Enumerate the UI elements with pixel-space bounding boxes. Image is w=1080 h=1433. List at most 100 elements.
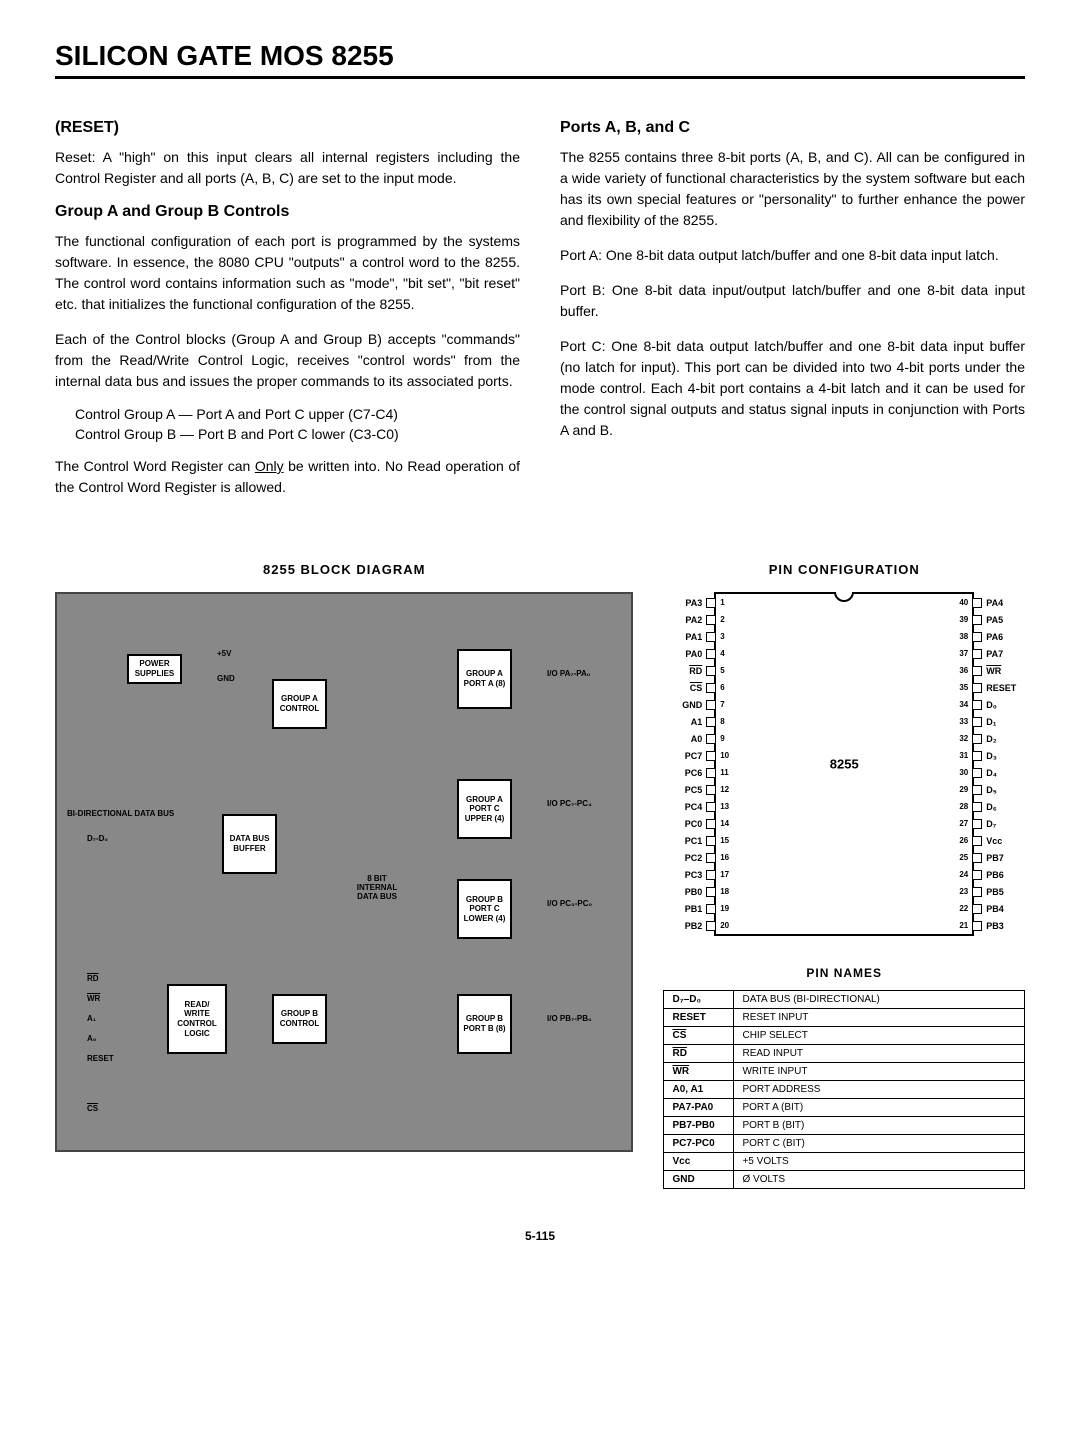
pin-num-right: 27 [954,819,968,828]
bd-groupb-ctrl: GROUP B CONTROL [272,994,327,1044]
pin-box [706,785,716,795]
pin-row: PA13PA638 [716,628,972,645]
pin-left: PA04 [670,649,734,659]
pin-label-left: PB0 [670,887,702,897]
pin-box [972,683,982,693]
pin-box [706,700,716,710]
pin-label-right: D₁ [986,717,1018,727]
pin-name-val: +5 VOLTS [734,1153,1025,1171]
pin-left: PB220 [670,921,734,931]
pin-name-key: RD [664,1045,734,1063]
pin-label-left: PC2 [670,853,702,863]
pin-left: CS6 [670,683,734,693]
port-a-para: Port A: One 8-bit data output latch/buff… [560,245,1025,266]
pin-name-key: PA7-PA0 [664,1099,734,1117]
pin-box [972,802,982,812]
group-para-2: Each of the Control blocks (Group A and … [55,329,520,392]
pin-right: PA737 [954,649,1018,659]
pin-name-val: PORT B (BIT) [734,1117,1025,1135]
pin-row: PB018PB523 [716,883,972,900]
port-c-para: Port C: One 8-bit data output latch/buff… [560,336,1025,441]
pin-name-val: PORT C (BIT) [734,1135,1025,1153]
pin-label-left: PC6 [670,768,702,778]
bd-wr: WR [87,994,100,1003]
pin-box [706,683,716,693]
pinnames-title: PIN NAMES [663,966,1025,980]
pin-label-right: PA4 [986,598,1018,608]
pin-num-left: 12 [720,785,734,794]
pin-label-left: A1 [670,717,702,727]
pin-right: D₆28 [954,802,1018,812]
pin-box [972,632,982,642]
pin-row: PC014D₇27 [716,815,972,832]
pin-label-left: PA1 [670,632,702,642]
pin-label-right: PB7 [986,853,1018,863]
pin-label-right: PB3 [986,921,1018,931]
pin-num-left: 10 [720,751,734,760]
pin-box [706,921,716,931]
chip-name: 8255 [830,757,859,772]
pin-label-right: PA5 [986,615,1018,625]
bd-groupa-ctrl: GROUP A CONTROL [272,679,327,729]
pin-names-row: PC7-PC0PORT C (BIT) [664,1135,1025,1153]
right-column: Ports A, B, and C The 8255 contains thre… [560,119,1025,512]
ports-para-1: The 8255 contains three 8-bit ports (A, … [560,147,1025,231]
pin-num-right: 34 [954,700,968,709]
group-para-1: The functional configuration of each por… [55,231,520,315]
pin-right: PA539 [954,615,1018,625]
pin-box [706,853,716,863]
bd-portcu: GROUP A PORT C UPPER (4) [457,779,512,839]
pin-label-left: PC3 [670,870,702,880]
pin-label-right: D₅ [986,785,1018,795]
pin-box [972,751,982,761]
pin-row: PC216PB725 [716,849,972,866]
pin-label-left: PC4 [670,802,702,812]
pin-num-left: 8 [720,717,734,726]
pin-label-right: Vcc [986,836,1018,846]
pin-left: A09 [670,734,734,744]
pin-names-row: D₇–D₀DATA BUS (BI-DIRECTIONAL) [664,991,1025,1009]
pin-label-right: D₇ [986,819,1018,829]
pin-num-right: 37 [954,649,968,658]
pin-right: RESET35 [954,683,1018,693]
reset-para: Reset: A "high" on this input clears all… [55,147,520,189]
pin-num-left: 20 [720,921,734,930]
bd-iocl: I/O PC₃-PC₀ [547,899,592,908]
pin-name-key: GND [664,1171,734,1189]
block-diagram-title: 8255 BLOCK DIAGRAM [55,562,633,577]
pin-box [706,887,716,897]
pin-name-key: A0, A1 [664,1081,734,1099]
pin-names-row: CSCHIP SELECT [664,1027,1025,1045]
pin-box [972,734,982,744]
pin-names-row: RDREAD INPUT [664,1045,1025,1063]
pin-left: PC413 [670,802,734,812]
pinconfig-title: PIN CONFIGURATION [663,562,1025,577]
bd-portcl: GROUP B PORT C LOWER (4) [457,879,512,939]
pin-num-right: 26 [954,836,968,845]
pin-box [972,819,982,829]
pin-left: PC115 [670,836,734,846]
pin-names-table: D₇–D₀DATA BUS (BI-DIRECTIONAL)RESETRESET… [663,990,1025,1189]
pin-left: PC512 [670,785,734,795]
pin-row: PB119PB422 [716,900,972,917]
pin-row: PA04PA737 [716,645,972,662]
pin-left: PA22 [670,615,734,625]
pin-left: GND7 [670,700,734,710]
bd-iocu: I/O PC₇-PC₄ [547,799,592,808]
pin-label-right: WR [986,666,1018,676]
pin-box [706,717,716,727]
pin-names-row: GNDØ VOLTS [664,1171,1025,1189]
bd-rd: RD [87,974,99,983]
pin-chip: 8255 PA31PA440PA22PA539PA13PA638PA04PA73… [714,592,974,936]
bd-iob: I/O PB₇-PB₀ [547,1014,592,1023]
pin-left: PC611 [670,768,734,778]
pin-num-right: 23 [954,887,968,896]
pin-box [706,802,716,812]
bd-databuf: DATA BUS BUFFER [222,814,277,874]
pin-name-key: D₇–D₀ [664,991,734,1009]
pin-num-right: 31 [954,751,968,760]
pin-row: PB220PB321 [716,917,972,934]
pin-label-left: A0 [670,734,702,744]
pin-num-left: 6 [720,683,734,692]
pin-label-right: D₃ [986,751,1018,761]
